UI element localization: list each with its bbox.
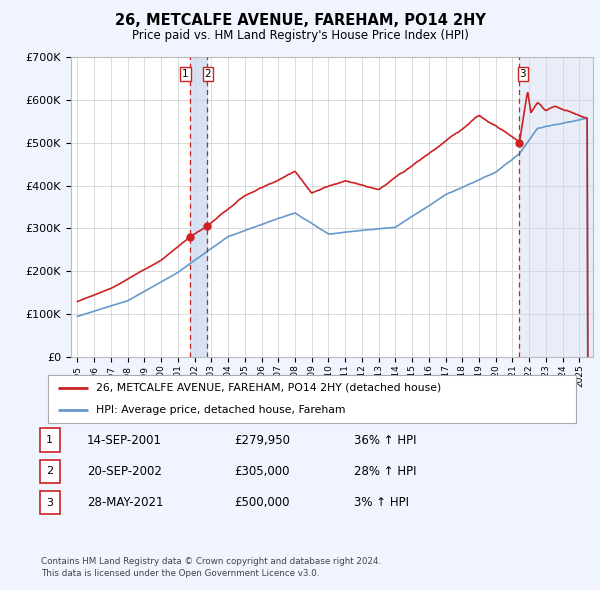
Text: 1: 1 [46,435,53,445]
Text: 1: 1 [182,70,189,80]
Text: 14-SEP-2001: 14-SEP-2001 [87,434,162,447]
Text: 2: 2 [46,467,53,476]
Text: 3: 3 [520,70,526,80]
Text: 28-MAY-2021: 28-MAY-2021 [87,496,163,509]
Text: £305,000: £305,000 [234,465,290,478]
Text: Contains HM Land Registry data © Crown copyright and database right 2024.: Contains HM Land Registry data © Crown c… [41,558,381,566]
Text: 26, METCALFE AVENUE, FAREHAM, PO14 2HY (detached house): 26, METCALFE AVENUE, FAREHAM, PO14 2HY (… [95,383,441,393]
Text: 2: 2 [205,70,211,80]
Text: Price paid vs. HM Land Registry's House Price Index (HPI): Price paid vs. HM Land Registry's House … [131,30,469,42]
Bar [520,57,593,357]
Text: £279,950: £279,950 [234,434,290,447]
Text: 3: 3 [46,498,53,507]
Text: 36% ↑ HPI: 36% ↑ HPI [354,434,416,447]
Text: 28% ↑ HPI: 28% ↑ HPI [354,465,416,478]
Text: 3% ↑ HPI: 3% ↑ HPI [354,496,409,509]
Text: HPI: Average price, detached house, Fareham: HPI: Average price, detached house, Fare… [95,405,345,415]
Text: 20-SEP-2002: 20-SEP-2002 [87,465,162,478]
Text: £500,000: £500,000 [234,496,290,509]
Bar [190,57,206,357]
Text: This data is licensed under the Open Government Licence v3.0.: This data is licensed under the Open Gov… [41,569,319,578]
Text: 26, METCALFE AVENUE, FAREHAM, PO14 2HY: 26, METCALFE AVENUE, FAREHAM, PO14 2HY [115,13,485,28]
